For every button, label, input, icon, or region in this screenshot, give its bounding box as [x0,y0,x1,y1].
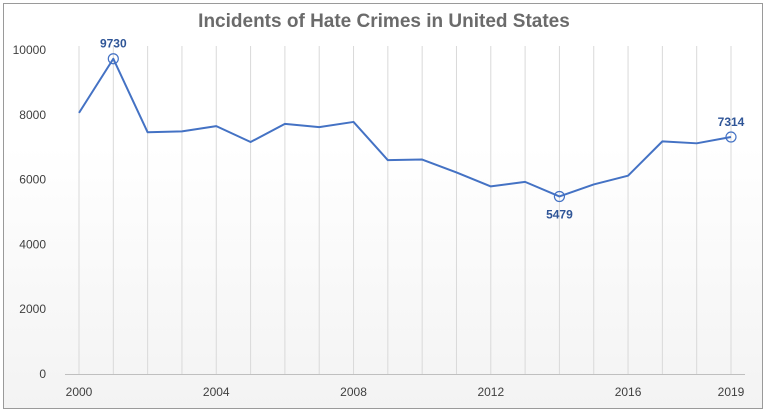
x-tick-label: 2008 [340,385,367,399]
y-tick-label: 2000 [19,302,46,316]
data-markers [107,53,737,203]
grid-lines [78,46,732,374]
data-marker [553,190,566,203]
data-label: 9730 [100,37,127,51]
x-tick-label: 2016 [615,385,642,399]
y-tick-label: 6000 [19,173,46,187]
y-tick-label: 4000 [19,237,46,251]
x-tick-label: 2000 [66,385,93,399]
y-tick-label: 8000 [19,108,46,122]
data-marker [107,53,119,65]
data-labels: 9730 5479 7314 [100,37,745,222]
series-line [78,57,732,198]
axes: 0 2000 4000 6000 8000 10000 2000 2004 2008 2012 20… [13,43,745,399]
chart-frame [3,3,763,409]
data-marker [725,131,737,143]
data-label: 7314 [718,115,745,129]
y-tick-label: 0 [39,367,46,381]
series-line-layer [78,57,732,198]
y-tick-label: 10000 [13,43,47,57]
x-tick-label: 2012 [477,385,504,399]
x-tick-label: 2004 [203,385,230,399]
x-tick-label: 2019 [718,385,745,399]
chart-title: Incidents of Hate Crimes in United State… [198,11,570,32]
data-label: 5479 [546,207,573,221]
